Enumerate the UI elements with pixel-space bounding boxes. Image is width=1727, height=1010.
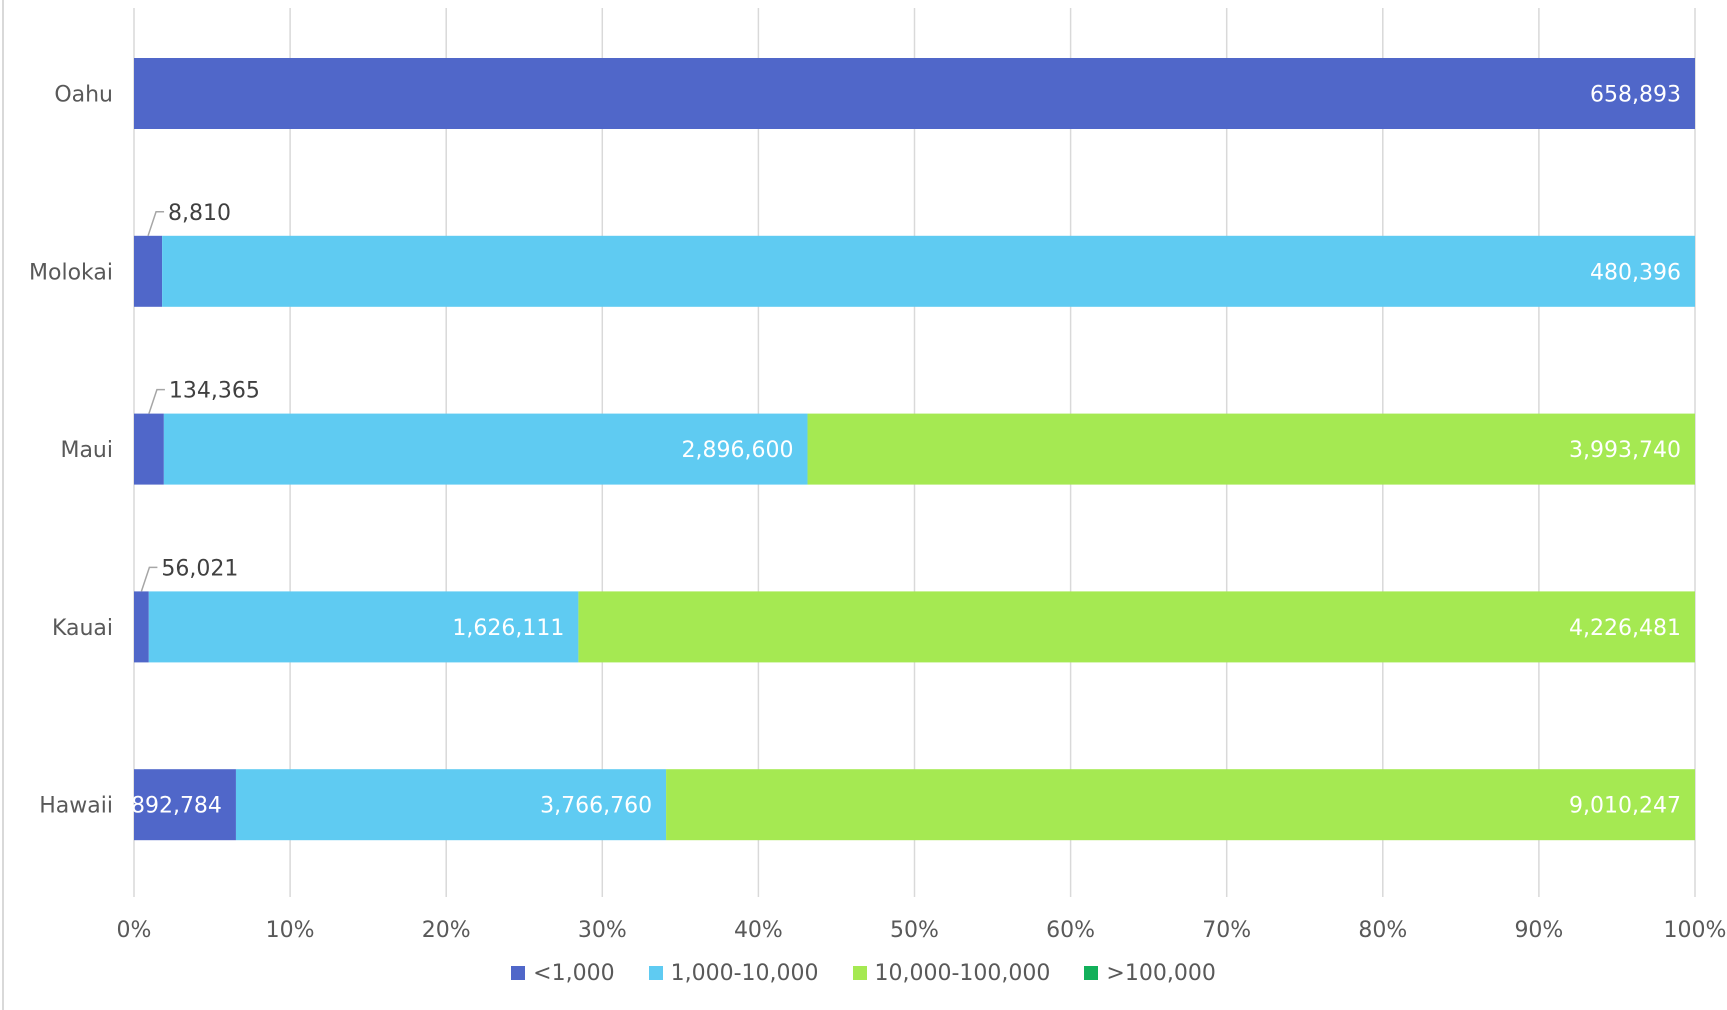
bar-segment-hawaii-1-000-10-000 — [235, 769, 667, 841]
bar-segment-kauai-1-000 — [134, 591, 149, 663]
data-label-hawaii-1-000-10-000: 3,766,760 — [540, 794, 652, 819]
category-label-oahu: Oahu — [54, 83, 113, 108]
bar-segment-kauai-1-000-10-000 — [148, 591, 579, 663]
legend-item-10000-100000: 10,000-100,000 — [852, 960, 1051, 986]
legend-item-gt-100000: >100,000 — [1084, 960, 1216, 986]
legend-swatch-1000-10000 — [648, 966, 663, 980]
legend-label-1000-10000: 1,000-10,000 — [670, 960, 819, 986]
data-label-maui-10-000-100-000: 3,993,740 — [1569, 438, 1681, 463]
data-label-molokai-1-000-10-000: 480,396 — [1590, 260, 1681, 285]
x-tick-label-7: 70% — [1202, 918, 1251, 943]
category-label-maui: Maui — [60, 438, 113, 463]
legend-swatch-gt-100000 — [1084, 966, 1099, 980]
data-label-molokai-1-000: 8,810 — [168, 201, 231, 226]
bar-segment-oahu-1-000 — [134, 58, 1695, 129]
data-label-maui-1-000: 134,365 — [169, 379, 260, 404]
x-tick-label-5: 50% — [890, 918, 939, 943]
bar-segment-molokai-1-000-10-000 — [162, 235, 1695, 307]
x-tick-label-10: 100% — [1664, 918, 1727, 943]
legend-swatch-10000-100000 — [852, 966, 867, 980]
callout-leader-maui-1-000 — [148, 388, 165, 414]
data-label-maui-1-000-10-000: 2,896,600 — [682, 438, 794, 463]
legend-label-lt-1000: <1,000 — [533, 960, 615, 986]
bar-segment-maui-10-000-100-000 — [807, 413, 1695, 485]
data-labels: 658,893 8,810 480,396 134,365 2,896,600 3,993… — [131, 83, 1681, 819]
x-tick-label-4: 40% — [734, 918, 783, 943]
data-label-kauai-10-000-100-000: 4,226,481 — [1569, 616, 1681, 641]
x-tick-label-3: 30% — [578, 918, 627, 943]
legend-label-10000-100000: 10,000-100,000 — [874, 960, 1051, 986]
x-tick-label-1: 10% — [266, 918, 315, 943]
bar-segment-maui-1-000-10-000 — [163, 413, 808, 485]
data-label-kauai-1-000: 56,021 — [161, 556, 238, 581]
category-label-kauai: Kauai — [52, 616, 113, 641]
data-label-hawaii-1-000: 892,784 — [131, 794, 222, 819]
legend: <1,000 1,000-10,000 10,000-100,000 >100,… — [0, 953, 1727, 993]
legend-swatch-lt-1000 — [511, 966, 526, 980]
x-tick-label-6: 60% — [1046, 918, 1095, 943]
legend-item-lt-1000: <1,000 — [511, 960, 615, 986]
category-label-hawaii: Hawaii — [39, 794, 113, 819]
callout-leader-kauai-1-000 — [140, 566, 158, 592]
x-tick-label-9: 90% — [1514, 918, 1563, 943]
bars — [134, 58, 1696, 841]
data-label-oahu-1-000: 658,893 — [1590, 83, 1681, 108]
bar-segment-kauai-10-000-100-000 — [578, 591, 1695, 663]
x-tick-label-2: 20% — [422, 918, 471, 943]
x-tick-label-0: 0% — [117, 918, 152, 943]
legend-label-gt-100000: >100,000 — [1106, 960, 1216, 986]
category-label-molokai: Molokai — [29, 260, 113, 285]
data-label-kauai-1-000-10-000: 1,626,111 — [452, 616, 564, 641]
bar-segment-maui-1-000 — [134, 413, 164, 485]
legend-item-1000-10000: 1,000-10,000 — [648, 960, 819, 986]
callout-leader-molokai-1-000 — [147, 211, 165, 237]
data-label-hawaii-10-000-100-000: 9,010,247 — [1569, 794, 1681, 819]
bar-segment-hawaii-1-000 — [134, 769, 236, 841]
bar-segment-molokai-1-000 — [134, 235, 163, 307]
bar-segment-hawaii-10-000-100-000 — [666, 769, 1696, 841]
x-tick-label-8: 80% — [1358, 918, 1407, 943]
